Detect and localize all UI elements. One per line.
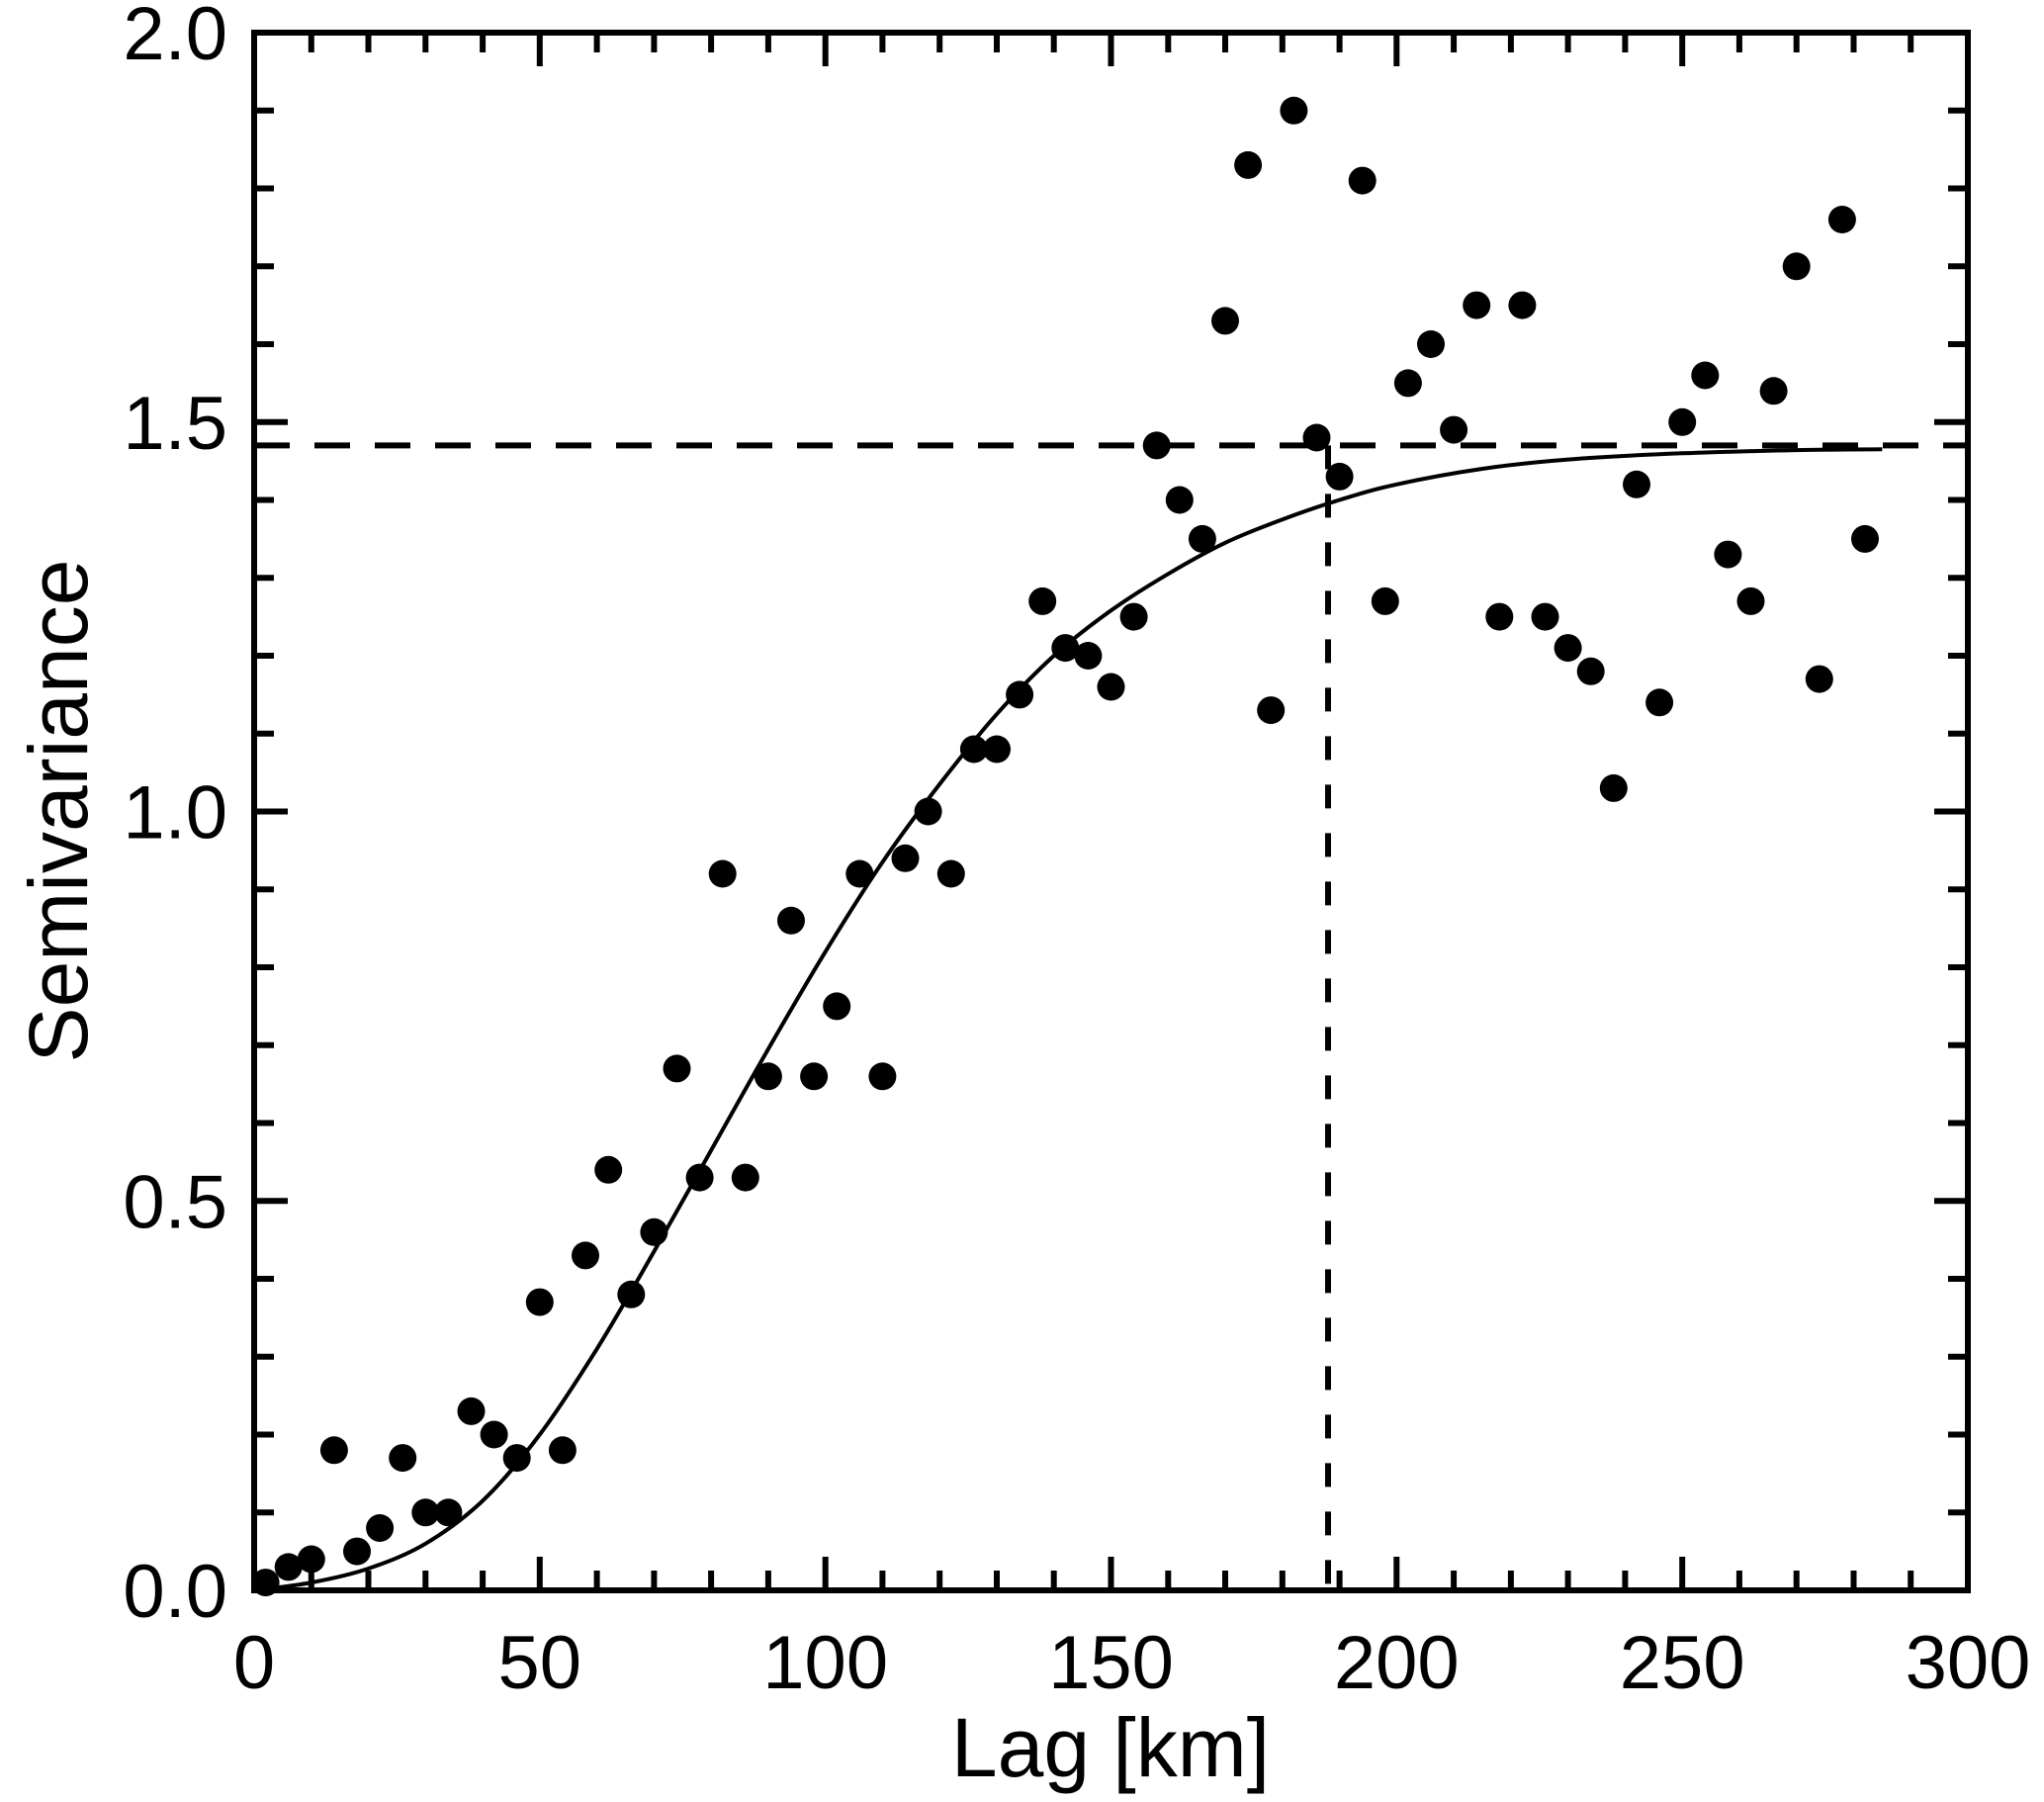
data-point xyxy=(1736,586,1765,615)
data-point xyxy=(891,844,920,872)
data-point xyxy=(1805,665,1833,693)
tick-labels: 0 50 100 150 200 250 300 0.0 0.5 1.0 1.5 2.0 xyxy=(123,0,2030,1705)
data-point xyxy=(572,1241,599,1270)
y-axis-title: Semivariance xyxy=(12,560,105,1063)
data-point xyxy=(1142,431,1171,460)
data-point xyxy=(868,1062,897,1091)
data-point xyxy=(914,797,942,826)
data-point xyxy=(502,1444,531,1473)
x-tick-label: 100 xyxy=(762,1621,888,1705)
data-point xyxy=(708,859,737,888)
plot-frame xyxy=(251,30,1971,1593)
data-point xyxy=(1371,586,1399,615)
x-tick-label: 0 xyxy=(233,1621,275,1705)
data-point xyxy=(685,1163,714,1192)
data-point xyxy=(1302,423,1331,452)
reference-lines xyxy=(254,442,1968,1590)
y-tick-label: 2.0 xyxy=(123,0,227,76)
y-tick-label: 1.5 xyxy=(123,382,227,466)
data-points xyxy=(251,96,1879,1597)
data-point xyxy=(1440,415,1468,444)
data-point xyxy=(1006,680,1034,709)
data-point xyxy=(1668,407,1697,436)
fit-curve xyxy=(253,447,1883,1592)
data-point xyxy=(1211,307,1239,335)
data-point xyxy=(594,1155,623,1184)
data-point xyxy=(1759,377,1788,405)
data-point xyxy=(1782,252,1811,281)
data-point xyxy=(777,906,805,935)
data-point xyxy=(823,992,851,1021)
y-tick-label: 0.5 xyxy=(123,1160,227,1244)
data-point xyxy=(1280,96,1308,125)
data-point xyxy=(617,1280,646,1308)
data-point xyxy=(731,1163,759,1192)
data-point xyxy=(457,1397,486,1425)
data-point xyxy=(1714,540,1742,569)
data-point xyxy=(1028,586,1057,615)
x-tick-label: 250 xyxy=(1620,1621,1745,1705)
data-point xyxy=(1325,462,1354,491)
plot-frame-group xyxy=(251,30,1971,1593)
data-point xyxy=(754,1062,782,1091)
data-point xyxy=(480,1420,508,1449)
data-point xyxy=(1827,206,1856,233)
data-point xyxy=(1348,166,1377,195)
data-point xyxy=(434,1498,463,1527)
data-point xyxy=(1393,369,1422,398)
data-point xyxy=(663,1054,691,1083)
data-point xyxy=(1417,330,1445,358)
data-point xyxy=(1051,634,1080,663)
data-point xyxy=(1645,688,1674,717)
data-point xyxy=(1257,696,1286,725)
data-point xyxy=(1623,470,1650,498)
data-point xyxy=(366,1514,395,1542)
data-point xyxy=(800,1062,829,1091)
x-tick-label: 150 xyxy=(1048,1621,1174,1705)
data-point xyxy=(297,1545,325,1574)
data-point xyxy=(343,1537,371,1566)
y-tick-label: 1.0 xyxy=(123,771,227,856)
x-tick-label: 50 xyxy=(498,1621,582,1705)
data-point xyxy=(1554,634,1582,663)
data-point xyxy=(959,735,988,764)
x-tick-label: 300 xyxy=(1906,1621,2031,1705)
data-point xyxy=(1691,361,1720,390)
x-tick-label: 200 xyxy=(1334,1621,1460,1705)
y-tick-label: 0.0 xyxy=(123,1550,227,1634)
data-point xyxy=(274,1553,303,1581)
x-axis-title: Lag [km] xyxy=(951,1701,1270,1794)
data-point xyxy=(640,1217,668,1246)
model-fit-curve xyxy=(253,447,1883,1592)
data-point xyxy=(319,1436,348,1465)
data-point xyxy=(525,1288,554,1316)
data-point xyxy=(1599,773,1628,802)
data-point xyxy=(1074,642,1103,670)
data-point xyxy=(1234,150,1263,179)
data-point xyxy=(1485,602,1514,631)
data-point xyxy=(1851,524,1879,553)
data-point xyxy=(389,1444,417,1473)
data-point xyxy=(1576,657,1605,685)
data-point xyxy=(1188,524,1216,553)
data-point xyxy=(936,859,965,888)
data-point xyxy=(548,1436,577,1465)
data-point xyxy=(1165,486,1194,514)
data-point xyxy=(1097,673,1125,701)
data-point xyxy=(411,1498,440,1527)
data-point xyxy=(1119,602,1148,631)
data-point xyxy=(983,735,1011,764)
data-point xyxy=(1531,602,1559,631)
data-point xyxy=(845,859,874,888)
data-point xyxy=(1463,291,1491,319)
axis-ticks xyxy=(251,30,1971,1593)
data-point xyxy=(1508,291,1537,319)
